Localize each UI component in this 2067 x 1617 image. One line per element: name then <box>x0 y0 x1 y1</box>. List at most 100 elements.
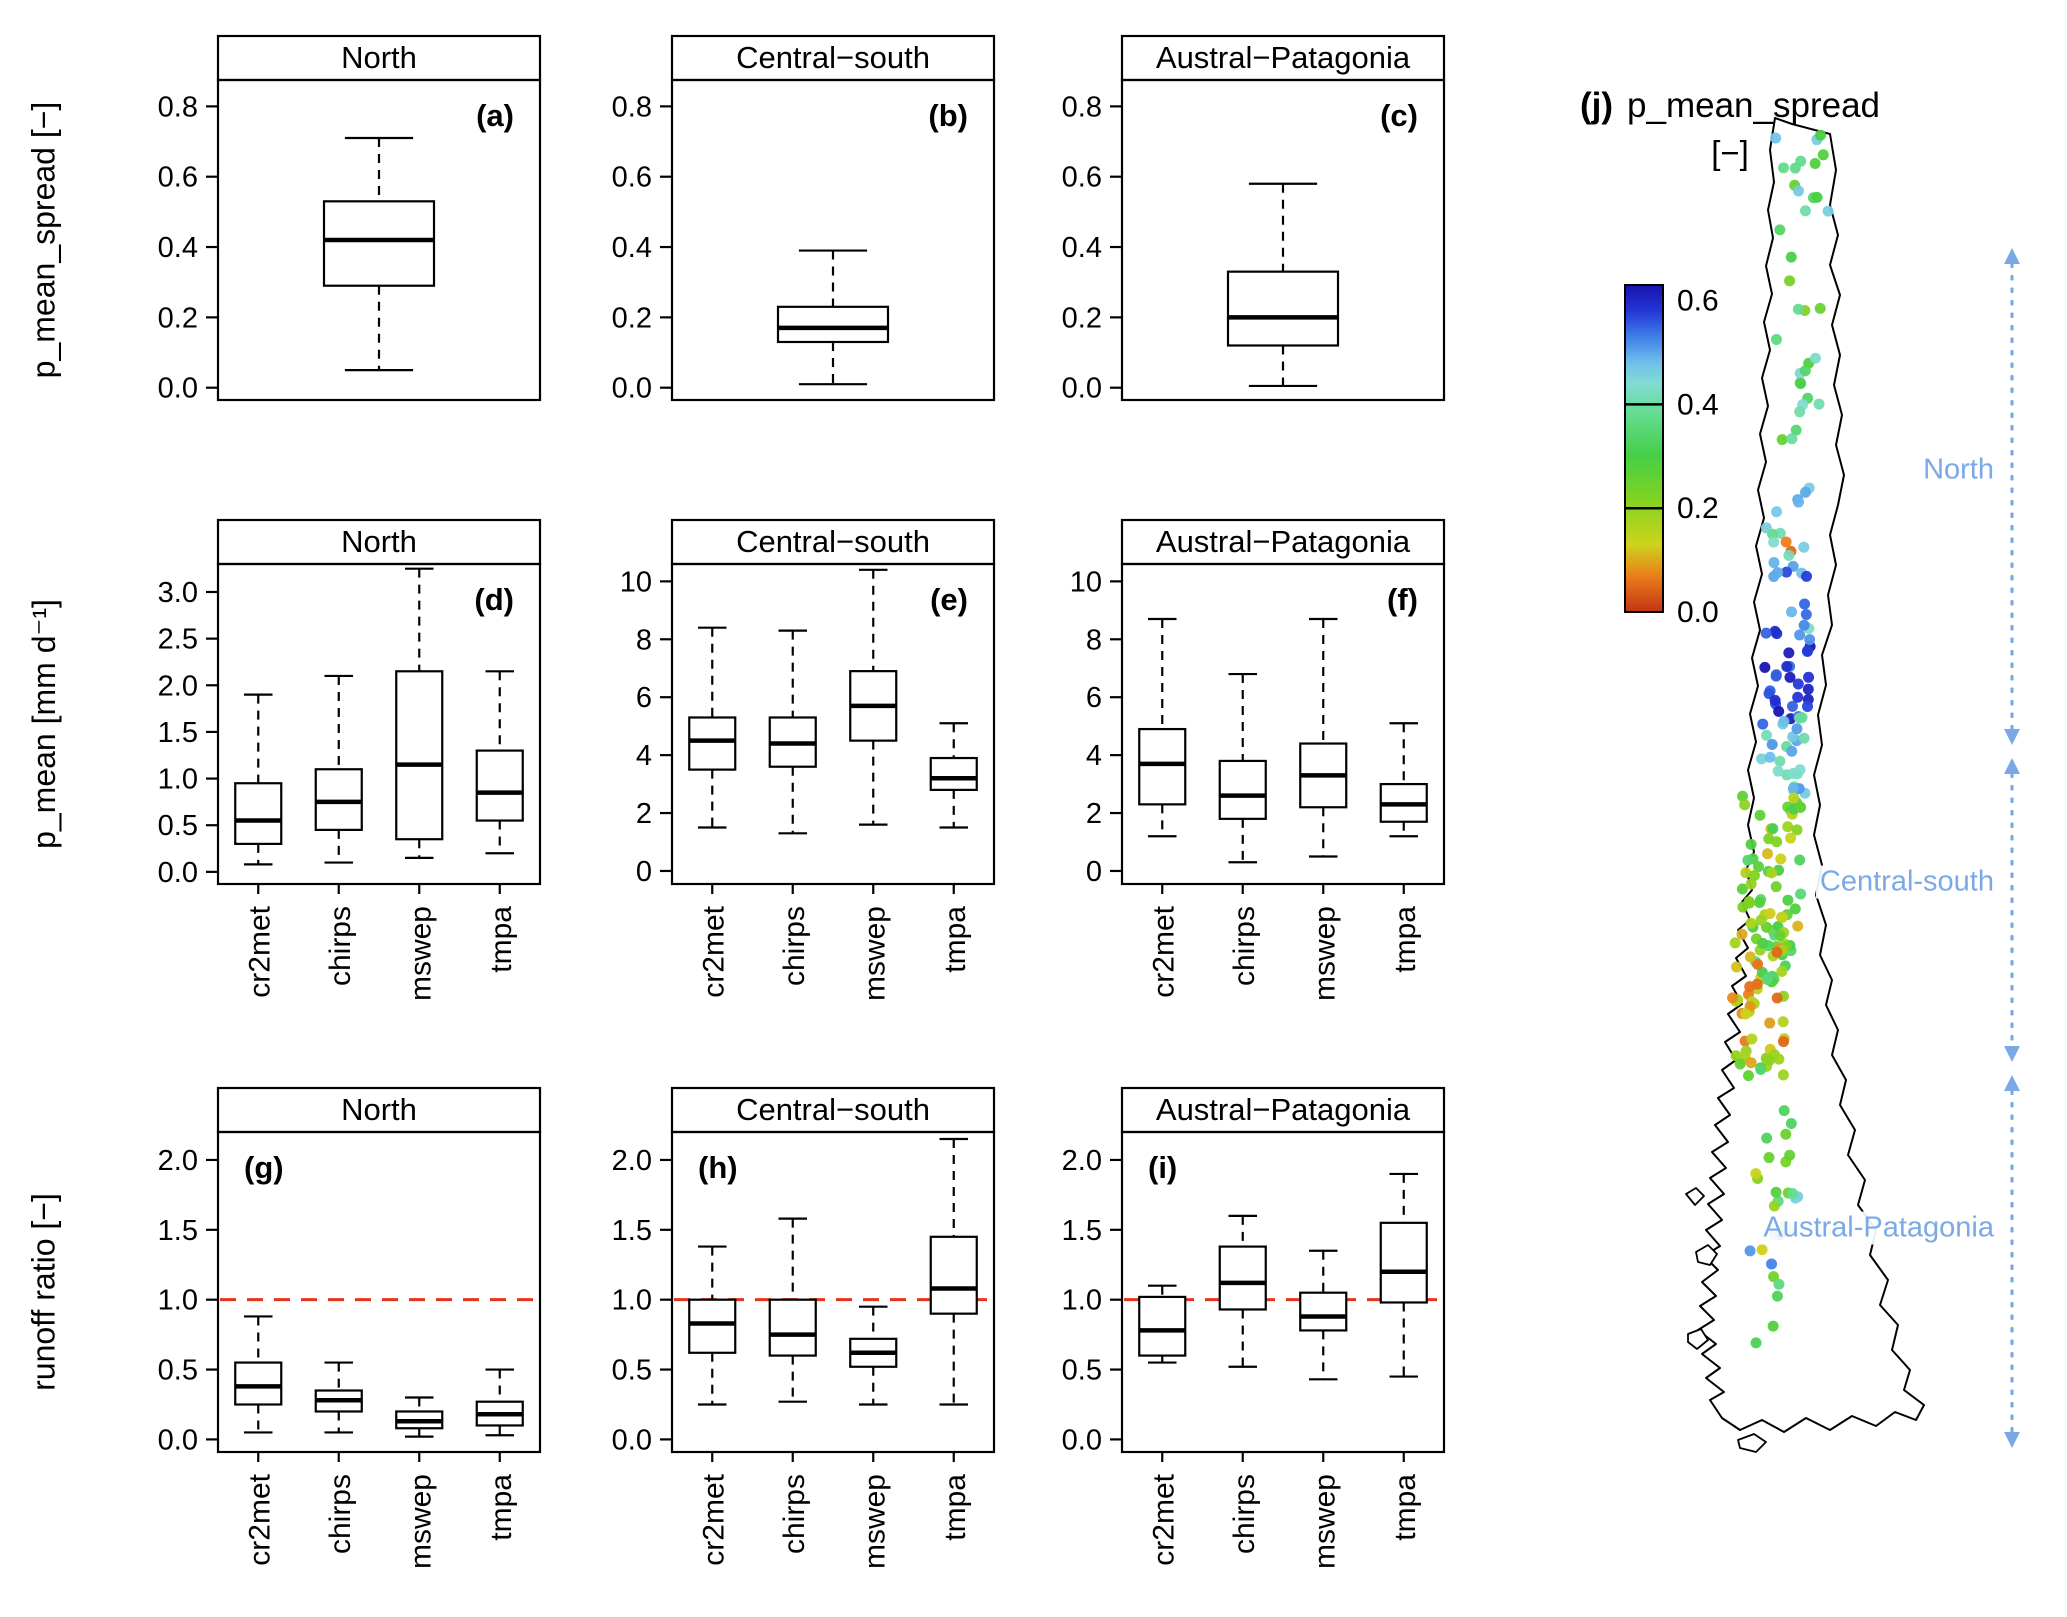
box-iqr <box>475 749 524 822</box>
catchment-dot <box>1778 1036 1790 1048</box>
y-tick-label: 2.0 <box>158 670 198 702</box>
catchment-dot <box>1791 723 1803 735</box>
catchment-dot <box>1780 536 1792 548</box>
catchment-dot <box>1770 669 1782 681</box>
catchment-dot <box>1786 700 1798 712</box>
island-outline <box>1687 1328 1709 1350</box>
boxplot-panel-g: North 0.0 0.5 1.0 1.5 2.0 cr2met chirps mswep tmp… <box>158 1086 542 1569</box>
catchment-dot <box>1773 705 1785 717</box>
catchment-dot <box>1768 1200 1780 1212</box>
catchment-dot <box>1793 496 1805 508</box>
catchment-dot <box>1815 129 1827 141</box>
category-label: cr2met <box>697 1473 730 1565</box>
catchment-dot <box>1769 694 1781 706</box>
box-iqr <box>234 782 283 845</box>
region-label-austral-patagonia: Austral-Patagonia <box>1759 1211 1998 1245</box>
panel-title: Austral−Patagonia <box>1156 524 1411 559</box>
category-label: tmpa <box>485 1474 518 1541</box>
category-label: mswep <box>858 906 891 1001</box>
catchment-dot <box>1767 1320 1779 1332</box>
plot-frame <box>216 562 542 886</box>
catchment-dot <box>1814 302 1826 314</box>
panel-title: Central−south <box>736 524 930 559</box>
box-iqr <box>1218 1245 1267 1311</box>
catchment-dot <box>1781 660 1793 672</box>
catchment-dot <box>1766 1258 1778 1270</box>
catchment-dot <box>1778 1105 1790 1117</box>
y-tick-label: 6 <box>1086 682 1102 714</box>
catchment-dot <box>1783 647 1795 659</box>
panel-letter: (i) <box>1148 1150 1177 1185</box>
y-tick-label: 4 <box>1086 740 1102 772</box>
y-tick-label: 0.2 <box>1062 302 1102 334</box>
y-tick-label: 2.0 <box>158 1145 198 1177</box>
y-tick-label: 1.0 <box>158 1285 198 1317</box>
catchment-dot <box>1789 162 1801 174</box>
box-iqr <box>234 1361 283 1406</box>
y-tick-label: 0.4 <box>612 232 652 264</box>
catchment-dot <box>1737 901 1749 913</box>
panel-title-box <box>1120 518 1446 566</box>
y-tick-label: 0.8 <box>612 91 652 123</box>
panel-title-box <box>670 34 996 82</box>
catchment-dot <box>1771 992 1783 1004</box>
catchment-dot <box>1756 1244 1768 1256</box>
category-label: mswep <box>1308 1474 1341 1569</box>
panel-letter: (a) <box>476 98 514 133</box>
catchment-dot <box>1774 755 1786 767</box>
boxplot-panel-a: North 0.0 0.2 0.4 0.6 0.8 (a) <box>158 34 542 405</box>
catchment-dot <box>1769 625 1781 637</box>
catchment-dot <box>1802 645 1814 657</box>
catchment-dot <box>1784 1149 1796 1161</box>
panel-letter: (h) <box>698 1150 738 1185</box>
catchment-dot <box>1778 162 1790 174</box>
box-iqr <box>1138 727 1187 806</box>
y-tick-label: 0.0 <box>158 857 198 889</box>
catchment-dot <box>1801 570 1813 582</box>
island-outline <box>1685 1187 1705 1206</box>
catchment-dot <box>1785 832 1797 844</box>
catchment-dot <box>1790 424 1802 436</box>
catchment-dot <box>1776 911 1788 923</box>
catchment-dot <box>1803 671 1815 683</box>
catchment-dot <box>1773 1053 1785 1065</box>
y-tick-label: 10 <box>620 566 652 598</box>
catchment-dot <box>1811 191 1823 203</box>
y-tick-label: 0.0 <box>158 373 198 405</box>
catchment-dot <box>1764 751 1776 763</box>
catchment-dot <box>1762 848 1774 860</box>
panel-letter: (f) <box>1387 582 1418 617</box>
y-tick-label: 1.5 <box>158 1215 198 1247</box>
catchment-dot <box>1799 365 1811 377</box>
box-iqr <box>929 1235 978 1315</box>
catchment-dot <box>1802 700 1814 712</box>
panel-title: Central−south <box>736 40 930 75</box>
catchment-dot <box>1773 1278 1785 1290</box>
catchment-dot <box>1785 606 1797 618</box>
catchment-dot <box>1804 634 1816 646</box>
catchment-dot <box>1754 809 1766 821</box>
y-tick-label: 0.5 <box>158 1355 198 1387</box>
catchment-dot <box>1745 917 1757 929</box>
category-label: mswep <box>404 906 437 1001</box>
catchment-dot <box>1791 824 1803 836</box>
catchment-dot <box>1750 1337 1762 1349</box>
boxplot-panel-h: Central−south 0.0 0.5 1.0 1.5 2.0 cr2met chirps… <box>612 1086 996 1569</box>
catchment-dot <box>1764 1017 1776 1029</box>
panel-letter: (d) <box>474 582 514 617</box>
catchment-dot <box>1752 958 1764 970</box>
catchment-dot <box>1752 861 1764 873</box>
box-iqr <box>776 305 890 344</box>
panel-title-box <box>216 518 542 566</box>
y-tick-label: 0 <box>636 856 652 888</box>
plot-frame <box>216 78 542 402</box>
y-tick-label: 0.4 <box>1062 232 1102 264</box>
catchment-dot <box>1772 567 1784 579</box>
catchment-dot <box>1800 608 1812 620</box>
catchment-dot <box>1771 946 1783 958</box>
island-outline <box>1695 1244 1718 1266</box>
catchment-dot <box>1739 799 1751 811</box>
catchment-dot <box>1792 691 1804 703</box>
